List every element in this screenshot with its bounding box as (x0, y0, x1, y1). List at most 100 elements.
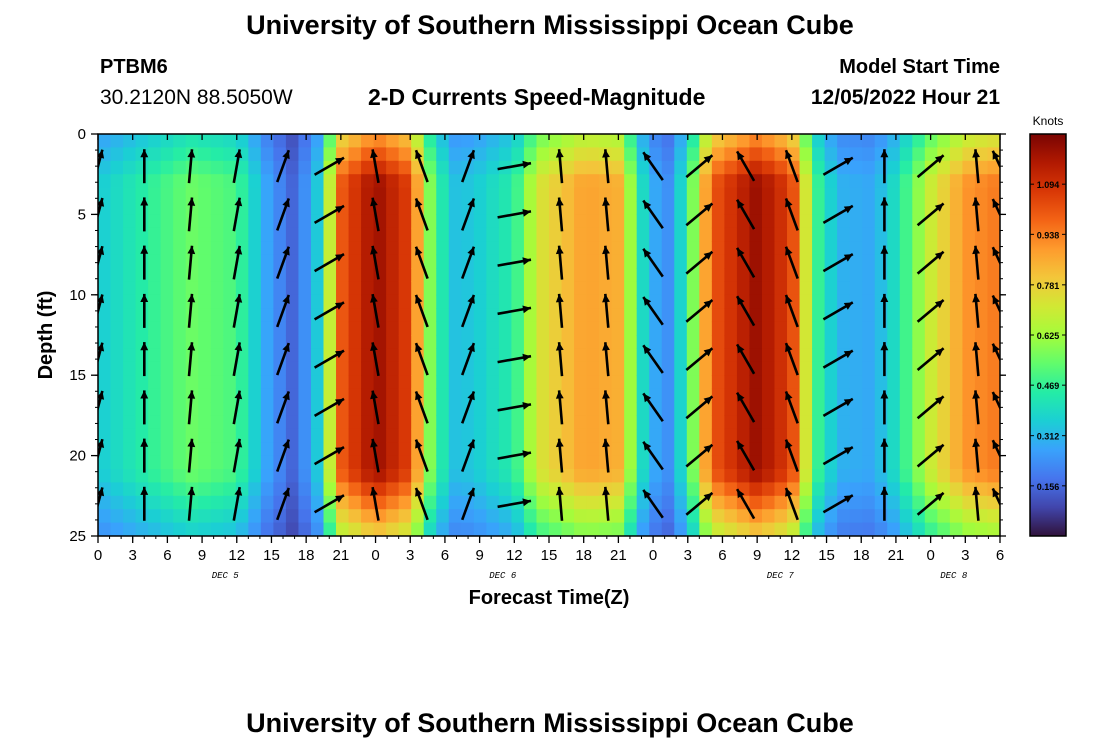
heatmap-cell (849, 402, 863, 416)
heatmap-cell (887, 147, 901, 162)
heatmap-cell (724, 482, 738, 497)
heatmap-cell (611, 321, 625, 336)
heatmap-cell (787, 469, 801, 483)
heatmap-cell (561, 388, 575, 403)
heatmap-cell (937, 402, 951, 416)
heatmap-cell (874, 174, 888, 189)
heatmap-cell (699, 321, 713, 336)
heatmap-cell (536, 187, 550, 202)
heatmap-cell (636, 375, 650, 390)
heatmap-cell (549, 495, 563, 510)
day-label: DEC 6 (489, 571, 517, 581)
heatmap-cell (498, 495, 513, 510)
current-vector-arrow (991, 246, 1000, 266)
heatmap-cell (536, 281, 550, 296)
heatmap-cell (123, 335, 137, 349)
heatmap-cell (949, 455, 964, 470)
heatmap-cell (223, 294, 237, 309)
current-vector-arrow (414, 197, 429, 231)
heatmap-cell (899, 375, 913, 390)
heatmap-cell (448, 348, 462, 363)
heatmap-cell (874, 281, 888, 296)
heatmap-cell (461, 134, 475, 148)
heatmap-cell (874, 415, 888, 430)
heatmap-cell (523, 241, 538, 256)
x-tick-label: 6 (441, 547, 449, 564)
heatmap-cell (373, 428, 387, 443)
heatmap-cell (323, 428, 337, 443)
heatmap-cell (160, 415, 174, 430)
heatmap-cell (436, 281, 450, 296)
heatmap-cell (148, 241, 162, 256)
heatmap-cell (974, 388, 989, 403)
heatmap-cell (210, 201, 224, 215)
heatmap-cell (711, 428, 725, 443)
heatmap-cell (348, 160, 362, 175)
heatmap-cell (173, 174, 187, 189)
heatmap-cell (974, 335, 989, 349)
current-vector-arrow (916, 154, 945, 179)
current-vector-arrow (991, 487, 1000, 507)
current-vector-arrow (784, 294, 799, 328)
heatmap-cell (323, 214, 337, 229)
current-vector-arrow (313, 445, 345, 466)
heatmap-cell (436, 348, 450, 363)
heatmap-cell (448, 335, 462, 349)
heatmap-cell (160, 281, 174, 296)
heatmap-cell (160, 335, 174, 349)
heatmap-cell (135, 522, 149, 536)
x-tick-label: 12 (228, 547, 245, 564)
heatmap-cell (849, 495, 863, 510)
heatmap-cell (674, 509, 688, 524)
heatmap-cell (774, 402, 788, 416)
heatmap-cell (160, 402, 174, 416)
heatmap-cell (574, 254, 588, 269)
heatmap-cell (611, 415, 625, 430)
heatmap-cell (473, 469, 487, 483)
x-tick-label: 0 (94, 547, 102, 564)
heatmap-cell (223, 241, 237, 256)
heatmap-cell (586, 428, 600, 443)
heatmap-cell (837, 415, 851, 430)
heatmap-cell (386, 335, 400, 349)
current-vector-arrow (313, 494, 345, 514)
heatmap-cell (398, 469, 412, 483)
heatmap-cell (561, 160, 575, 175)
current-vector-arrow (784, 197, 799, 231)
heatmap-cell (310, 321, 325, 336)
heatmap-cell (987, 134, 1000, 148)
heatmap-cell (248, 227, 262, 242)
heatmap-cell (949, 348, 964, 363)
heatmap-cell (824, 509, 838, 524)
heatmap-cell (185, 254, 199, 269)
heatmap-cell (135, 187, 149, 202)
heatmap-cell (849, 469, 863, 483)
heatmap-cell (386, 469, 400, 483)
heatmap-cell (448, 402, 462, 416)
heatmap-cell (373, 281, 387, 296)
heatmap-cell (812, 469, 826, 483)
heatmap-cell (423, 335, 437, 349)
heatmap-cell (787, 522, 801, 536)
heatmap-cell (787, 375, 801, 390)
heatmap-cell (198, 308, 212, 323)
heatmap-cell (260, 214, 274, 229)
heatmap-cell (511, 227, 525, 242)
heatmap-cell (661, 522, 675, 536)
heatmap-cell (148, 147, 162, 162)
heatmap-cell (799, 174, 813, 189)
heatmap-cell (98, 361, 112, 376)
heatmap-cell (210, 174, 224, 189)
heatmap-cell (235, 469, 249, 483)
heatmap-cell (160, 214, 174, 229)
heatmap-cell (511, 522, 525, 536)
heatmap-cell (148, 187, 162, 202)
heatmap-cell (310, 241, 325, 256)
heatmap-cell (862, 214, 876, 229)
current-vector-arrow (555, 245, 564, 280)
heatmap-cell (661, 428, 675, 443)
heatmap-cell (386, 241, 400, 256)
heatmap-cell (799, 455, 813, 470)
heatmap-cell (799, 495, 813, 510)
heatmap-cell (110, 509, 124, 524)
